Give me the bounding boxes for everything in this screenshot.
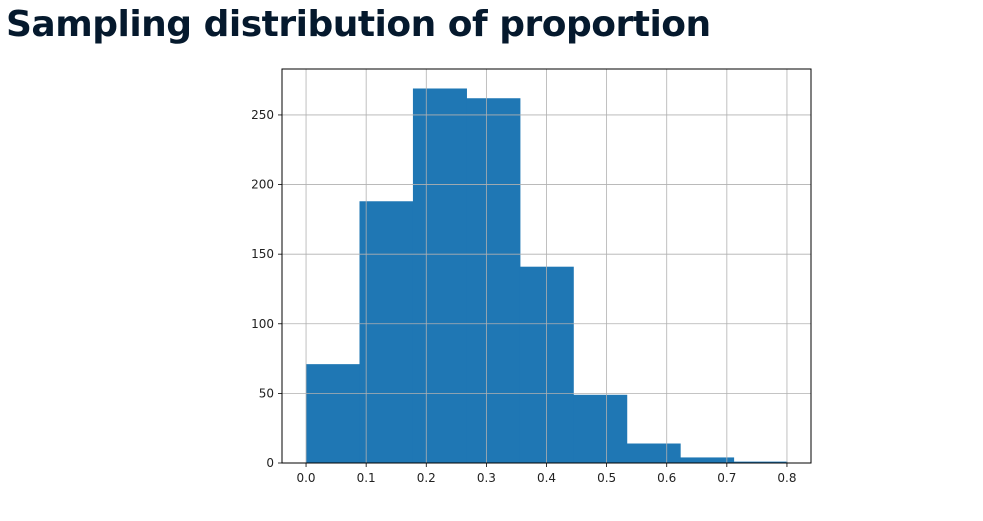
x-tick-label-4: 0.4 xyxy=(537,471,556,485)
histogram-bar-6 xyxy=(626,443,681,463)
x-tick-label-5: 0.5 xyxy=(597,471,616,485)
histogram-bar-7 xyxy=(680,457,735,463)
histogram-bar-8 xyxy=(733,461,788,463)
x-tick-label-2: 0.2 xyxy=(417,471,436,485)
y-tick-label-2: 100 xyxy=(251,317,274,331)
slide-title: Sampling distribution of proportion xyxy=(6,4,711,45)
y-tick-label-3: 150 xyxy=(251,247,274,261)
histogram-bar-0 xyxy=(306,364,361,463)
grid-lines xyxy=(282,69,811,464)
histogram-bar-3 xyxy=(466,98,521,463)
histogram-bar-5 xyxy=(573,394,628,463)
x-tick-label-3: 0.3 xyxy=(477,471,496,485)
x-tick-label-7: 0.7 xyxy=(717,471,736,485)
histogram-bar-2 xyxy=(412,88,467,464)
x-tick-label-1: 0.1 xyxy=(357,471,376,485)
x-axis-ticks: 0.0 0.1 0.2 0.3 0.4 0.5 0.6 0.7 0.8 xyxy=(296,463,797,485)
y-tick-label-4: 200 xyxy=(251,178,274,192)
x-tick-label-8: 0.8 xyxy=(777,471,796,485)
histogram-bars xyxy=(306,88,788,464)
y-tick-label-5: 250 xyxy=(251,108,274,122)
y-axis-ticks: 0 50 100 150 200 250 xyxy=(251,108,282,470)
y-tick-label-1: 50 xyxy=(259,386,274,400)
x-tick-label-0: 0.0 xyxy=(296,471,315,485)
y-tick-label-0: 0 xyxy=(266,456,274,470)
x-tick-label-6: 0.6 xyxy=(657,471,676,485)
histogram-bar-1 xyxy=(359,201,414,464)
